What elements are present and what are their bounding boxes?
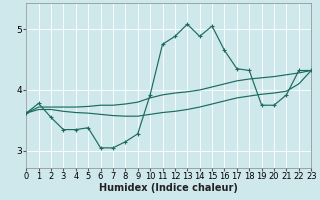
X-axis label: Humidex (Indice chaleur): Humidex (Indice chaleur) <box>99 183 238 193</box>
